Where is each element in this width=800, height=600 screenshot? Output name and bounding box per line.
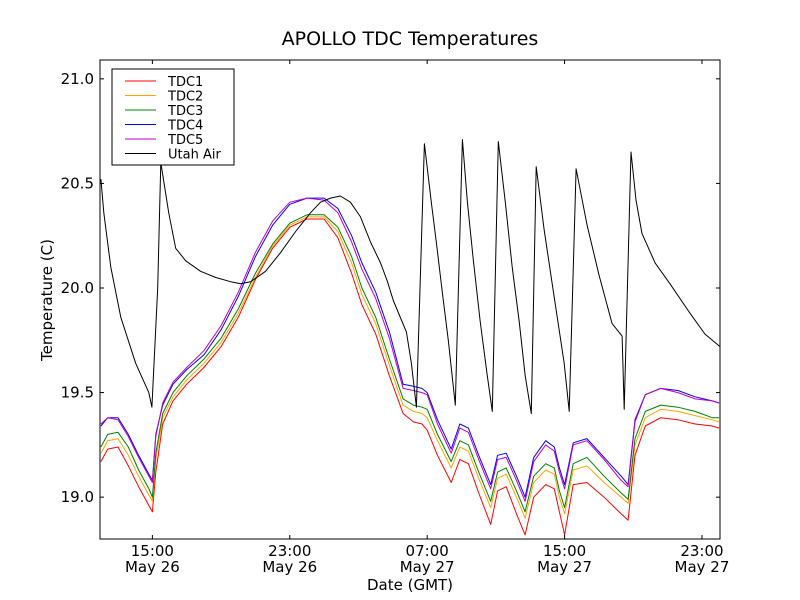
chart-title: APOLLO TDC Temperatures <box>282 28 539 50</box>
x-tick-label-time: 23:00 <box>680 542 723 560</box>
plot-frame <box>99 59 721 540</box>
legend-label-tdc2: TDC2 <box>167 90 203 105</box>
legend-label-tdc4: TDC4 <box>167 119 203 134</box>
legend-label-tdc5: TDC5 <box>167 133 203 148</box>
y-tick-label: 20.5 <box>61 174 94 192</box>
series-line-tdc1 <box>100 218 720 536</box>
legend-label-tdc1: TDC1 <box>167 75 203 90</box>
x-tick-label-time: 15:00 <box>543 542 586 560</box>
x-tick-label-date: May 27 <box>675 558 730 576</box>
series-line-tdc2 <box>100 216 720 519</box>
x-tick-label-time: 07:00 <box>406 542 449 560</box>
legend-box <box>111 68 235 166</box>
series-line-tdc5 <box>100 197 720 502</box>
legend-label-tdc3: TDC3 <box>167 104 203 119</box>
y-axis: 19.0 19.5 20.0 20.5 21.0 <box>61 70 720 506</box>
series-line-utah-air <box>100 139 720 414</box>
y-tick-label: 19.5 <box>61 384 94 402</box>
y-tick-label: 21.0 <box>61 70 94 88</box>
x-axis-label: Date (GMT) <box>367 576 453 594</box>
x-tick-label-date: May 26 <box>125 558 180 576</box>
y-axis-label: Temperature (C) <box>38 239 56 362</box>
x-tick-label-date: May 26 <box>262 558 317 576</box>
x-tick-label-date: May 27 <box>537 558 592 576</box>
series-line-tdc4 <box>100 197 720 498</box>
y-tick-label: 19.0 <box>61 488 94 506</box>
series-line-tdc3 <box>100 214 720 513</box>
legend-label-utah-air: Utah Air <box>168 148 221 163</box>
x-tick-label-date: May 27 <box>400 558 455 576</box>
x-tick-label-time: 23:00 <box>268 542 311 560</box>
series-layer <box>100 139 720 536</box>
x-tick-label-time: 15:00 <box>131 542 174 560</box>
y-tick-label: 20.0 <box>61 279 94 297</box>
